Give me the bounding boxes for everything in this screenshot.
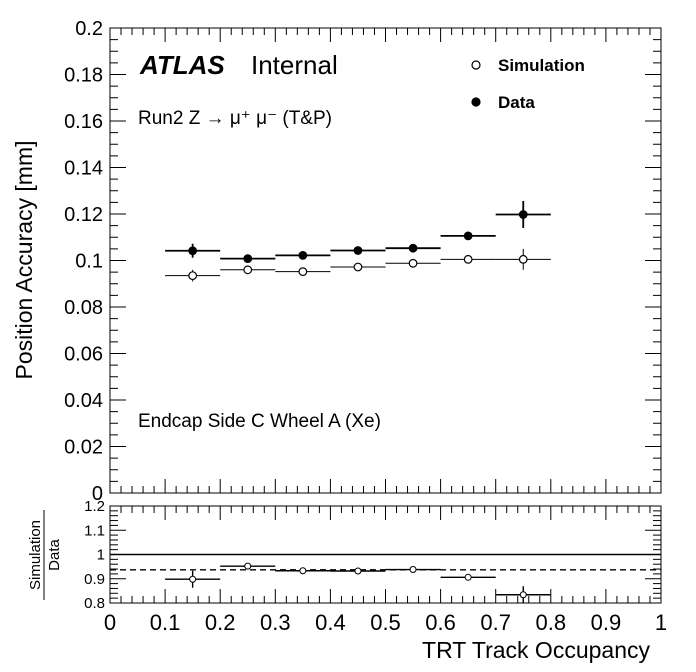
ratio-point — [244, 562, 252, 570]
data-point — [353, 246, 363, 255]
atlas-label: ATLAS — [139, 50, 225, 80]
ratio-point — [189, 575, 197, 583]
x-axis-label: TRT Track Occupancy — [422, 637, 650, 663]
simulation-point — [353, 262, 363, 272]
data-point — [408, 243, 418, 253]
data-point — [298, 250, 308, 260]
main-y-tick-label: 0.04 — [64, 390, 103, 412]
data-point — [518, 210, 528, 219]
x-tick-label: 0.9 — [591, 610, 622, 635]
x-tick-label: 0.2 — [205, 610, 236, 635]
legend-simulation-label: Simulation — [498, 56, 585, 75]
main-y-tick-label: 0.18 — [64, 65, 103, 87]
ratio-point — [464, 573, 472, 581]
simulation-point — [408, 258, 418, 268]
main-y-tick-label: 0.08 — [64, 297, 103, 319]
x-tick-label: 1 — [655, 610, 667, 635]
ratio-point — [354, 567, 362, 575]
status-label: Internal — [251, 50, 338, 80]
ratio-point — [519, 591, 527, 599]
ratio-y-label-numerator: Simulation — [27, 520, 44, 590]
x-tick-label: 0 — [104, 610, 116, 635]
ratio-y-tick-labels: 0.8 0.9 1 1.1 1.2 — [84, 498, 105, 612]
simulation-point — [243, 265, 253, 275]
main-axis-ticks — [109, 27, 662, 494]
x-tick-label: 0.5 — [370, 610, 401, 635]
data-point — [188, 246, 198, 256]
main-y-tick-label: 0.06 — [64, 344, 103, 366]
main-y-axis-label: Position Accuracy [mm] — [11, 140, 37, 379]
ratio-reference-lines — [110, 553, 661, 571]
ratio-point — [409, 566, 417, 574]
x-tick-label: 0.6 — [425, 610, 456, 635]
legend-data-marker — [471, 97, 481, 107]
simulation-point — [518, 254, 528, 264]
ratio-point — [299, 567, 307, 575]
legend: Simulation Data — [471, 56, 585, 112]
main-y-tick-label: 0.02 — [64, 437, 103, 459]
x-tick-label: 0.3 — [260, 610, 291, 635]
main-series-points — [165, 200, 551, 282]
ratio-y-axis-label: Simulation Data — [27, 510, 63, 600]
simulation-point — [463, 254, 473, 264]
simulation-point — [298, 267, 308, 277]
ratio-axis-ticks — [109, 505, 662, 604]
ratio-y-tick-label: 1 — [97, 547, 105, 564]
ratio-y-tick-label: 0.8 — [84, 595, 105, 612]
x-tick-label: 0.7 — [480, 610, 511, 635]
x-tick-label: 0.1 — [150, 610, 181, 635]
x-tick-label: 0.8 — [536, 610, 567, 635]
main-y-tick-label: 0.1 — [75, 251, 103, 273]
legend-simulation-marker — [471, 60, 481, 70]
legend-data-label: Data — [498, 93, 535, 112]
ratio-y-tick-label: 1.1 — [84, 522, 105, 539]
data-point — [243, 254, 253, 264]
ratio-series-points — [165, 562, 551, 604]
region-label: Endcap Side C Wheel A (Xe) — [138, 411, 381, 432]
main-y-tick-labels: 0 0.02 0.04 0.06 0.08 0.1 0.12 0.14 0.16 0.18 0.2 — [64, 18, 103, 505]
main-y-tick-label: 0 — [92, 483, 103, 505]
ratio-y-tick-label: 1.2 — [84, 498, 105, 515]
main-y-tick-label: 0.16 — [64, 111, 103, 133]
x-tick-labels: 0 0.1 0.2 0.3 0.4 0.5 0.6 0.7 0.8 0.9 1 — [104, 610, 667, 635]
data-point — [463, 231, 473, 241]
main-y-tick-label: 0.12 — [64, 204, 103, 226]
main-y-tick-label: 0.14 — [64, 158, 103, 180]
process-label: Run2 Z → μ⁺ μ⁻ (T&P) — [138, 108, 332, 129]
simulation-point — [188, 271, 198, 281]
x-tick-label: 0.4 — [315, 610, 346, 635]
main-y-tick-label: 0.2 — [75, 18, 103, 40]
ratio-y-label-denominator: Data — [46, 539, 63, 571]
ratio-y-tick-label: 0.9 — [84, 571, 105, 588]
